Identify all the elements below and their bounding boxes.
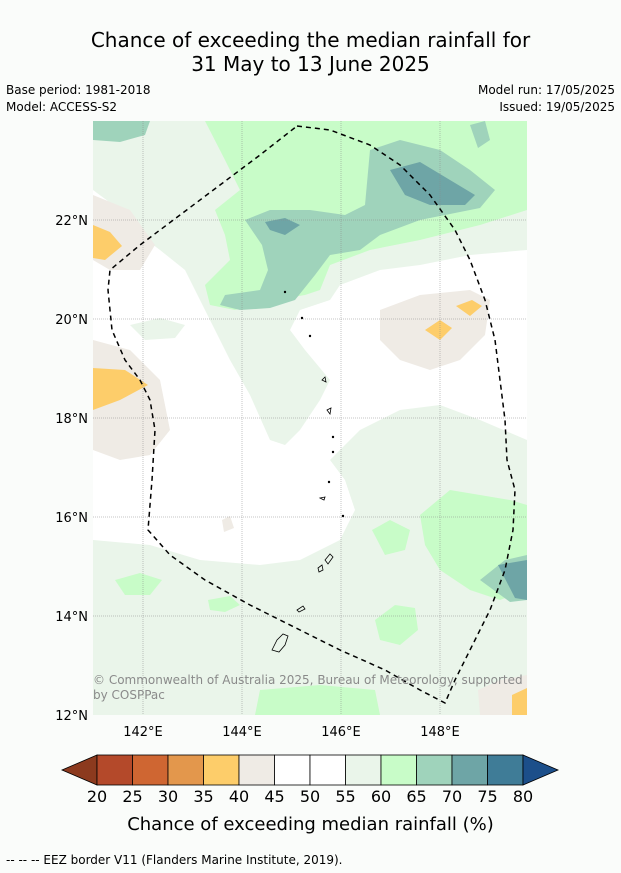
colorbar-tick-label: 40 [228, 787, 250, 806]
colorbar-tick-label: 70 [441, 787, 463, 806]
lon-label-148: 148°E [420, 725, 460, 740]
colorbar-tick-label: 60 [370, 787, 392, 806]
lat-label-14: 14°N [55, 610, 88, 625]
colorbar-tick-label: 80 [512, 787, 534, 806]
colorbar-swatch [203, 754, 240, 786]
lat-label-12: 12°N [55, 709, 88, 724]
colorbar-title: Chance of exceeding median rainfall (%) [127, 814, 494, 835]
map-plot [93, 121, 527, 715]
colorbar [60, 754, 560, 786]
contour-75-a [390, 162, 475, 205]
island-dot-1 [341, 514, 345, 518]
island-guam [271, 633, 289, 653]
lon-label-144: 144°E [222, 725, 262, 740]
model-name: Model: ACCESS-S2 [6, 100, 118, 114]
island-dot-5 [308, 334, 312, 338]
colorbar-swatch [96, 754, 133, 786]
colorbar-arrow-high [522, 754, 560, 786]
colorbar-arrow-low [60, 754, 98, 786]
colorbar-swatch [487, 754, 524, 786]
contour-75-b [265, 218, 300, 235]
colorbar-swatch [380, 754, 417, 786]
copyright-line1: © Commonwealth of Australia 2025, Bureau… [93, 673, 523, 687]
lat-label-20: 20°N [55, 313, 88, 328]
contour-65-south [255, 685, 380, 715]
colorbar-tick-label: 55 [335, 787, 356, 806]
colorbar-swatch [451, 754, 488, 786]
contour-65-se2 [372, 520, 410, 555]
lon-labels: 142°E 144°E 146°E 148°E [123, 725, 460, 740]
contour-40-c [425, 320, 452, 340]
island-rota [296, 605, 306, 613]
island-dot-2 [327, 480, 331, 484]
colorbar-tick-label: 35 [193, 787, 214, 806]
issued-date: Issued: 19/05/2025 [499, 100, 615, 114]
colorbar-tick-label: 45 [264, 787, 285, 806]
contour-70-ne [470, 121, 490, 148]
lat-labels: 22°N 20°N 18°N 16°N 14°N 12°N [55, 214, 88, 724]
islands [271, 290, 345, 653]
eez-footnote: -- -- -- EEZ border V11 (Flanders Marine… [6, 853, 343, 867]
model-run: Model run: 17/05/2025 [477, 83, 615, 97]
colorbar-tick-label: 75 [477, 787, 498, 806]
island-pagan [321, 376, 327, 383]
contour-40-b [93, 368, 148, 410]
lon-label-146: 146°E [321, 725, 361, 740]
colorbar-tick-label: 30 [157, 787, 179, 806]
island-dot-7 [283, 290, 287, 294]
colorbar-swatch [309, 754, 346, 786]
contour-70-nw [93, 121, 150, 142]
colorbar-tick-label: 20 [86, 787, 108, 806]
contour-65-sw2 [208, 596, 240, 612]
colorbar-swatch [238, 754, 275, 786]
colorbar-swatch [345, 754, 382, 786]
island-aguijan [318, 496, 326, 501]
colorbar-tick-label: 25 [122, 787, 143, 806]
lat-label-22: 22°N [55, 214, 88, 229]
contour-40-d [456, 300, 482, 316]
contour-45-speck [222, 516, 234, 532]
lat-label-16: 16°N [55, 511, 88, 526]
contour-65-sw1 [115, 573, 162, 595]
island-dot-3 [331, 450, 335, 454]
colorbar-swatch [167, 754, 204, 786]
colorbar-tick-label: 65 [406, 787, 427, 806]
eez-border [107, 125, 516, 705]
island-dot-4 [331, 435, 335, 439]
lat-label-18: 18°N [55, 412, 88, 427]
lon-label-142: 142°E [123, 725, 163, 740]
contour-75-c [498, 560, 527, 600]
colorbar-tick-label: 50 [299, 787, 321, 806]
contour-40-e [512, 688, 527, 715]
contour-40-a [93, 225, 122, 260]
island-tinian [317, 564, 324, 573]
contour-60-south [93, 405, 527, 715]
island-anatahan [326, 407, 332, 415]
base-period: Base period: 1981-2018 [6, 83, 151, 97]
map-title-line1: Chance of exceeding the median rainfall … [90, 28, 531, 52]
colorbar-swatch [274, 754, 311, 786]
map-svg: 22°N 20°N 18°N 16°N 14°N 12°N 142°E 144°… [55, 121, 560, 786]
colorbar-swatch [132, 754, 169, 786]
gridlines [93, 121, 527, 715]
island-dot-6 [300, 316, 304, 320]
contour-60-west [130, 318, 185, 340]
copyright-line2: by COSPPac [93, 688, 165, 702]
island-saipan [324, 553, 334, 565]
map-title-line2: 31 May to 13 June 2025 [191, 52, 430, 76]
colorbar-swatch [416, 754, 453, 786]
contour-65-se1 [375, 605, 418, 645]
